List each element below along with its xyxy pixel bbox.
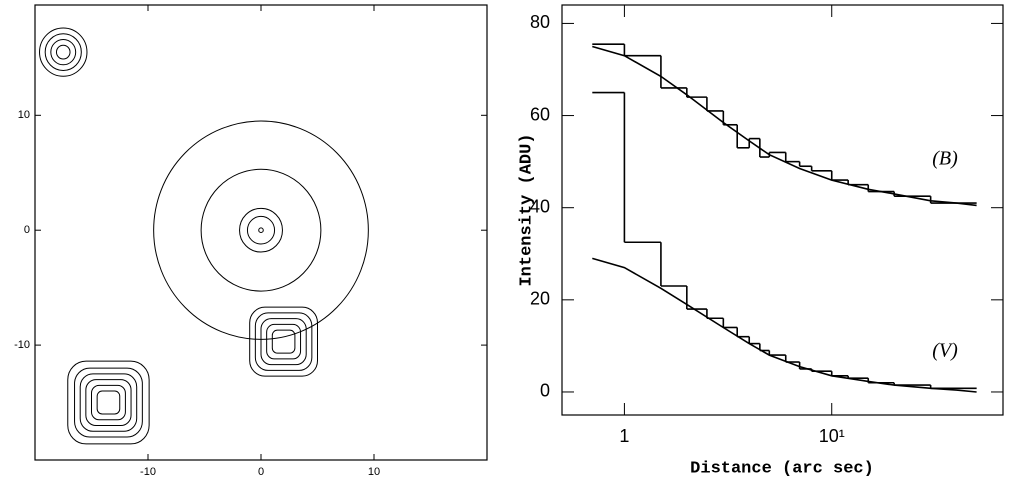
contour — [153, 120, 369, 340]
contour — [79, 373, 138, 432]
contour — [44, 33, 82, 71]
contour — [246, 215, 276, 245]
contour — [254, 312, 313, 371]
x-tick-label: 10¹ — [819, 426, 845, 446]
contour — [50, 38, 77, 66]
model-curve — [592, 257, 977, 393]
contour — [96, 390, 121, 415]
contour — [249, 306, 318, 377]
annotation: (B) — [932, 148, 958, 170]
y-tick-label: 0 — [540, 381, 550, 401]
x-tick-label: 10 — [368, 466, 380, 478]
x-tick-label: 1 — [619, 426, 629, 446]
y-tick-label: 40 — [530, 196, 550, 216]
contour — [74, 367, 143, 438]
y-tick-label: 10 — [18, 109, 30, 121]
contour — [85, 379, 132, 427]
contour — [39, 27, 88, 77]
contour — [271, 329, 296, 354]
contour — [67, 360, 150, 445]
y-tick-label: 20 — [530, 289, 550, 309]
y-tick-label: -10 — [14, 339, 30, 351]
contour — [266, 323, 302, 360]
contour — [91, 384, 126, 421]
contour — [258, 227, 264, 234]
contour — [55, 44, 71, 60]
x-tick-label: 0 — [258, 466, 264, 478]
y-tick-label: 80 — [530, 12, 550, 32]
annotation: (V) — [932, 340, 958, 362]
profile-frame — [561, 4, 1004, 416]
x-tick-label: -10 — [140, 466, 156, 478]
model-curve — [592, 45, 977, 207]
y-axis-label: Intensity (ADU) — [517, 133, 536, 286]
contour — [239, 207, 283, 253]
y-tick-label: 60 — [530, 104, 550, 124]
contour — [260, 318, 307, 366]
x-axis-label: Distance (arc sec) — [690, 459, 874, 478]
contour — [200, 168, 322, 292]
y-tick-label: 0 — [24, 224, 30, 236]
